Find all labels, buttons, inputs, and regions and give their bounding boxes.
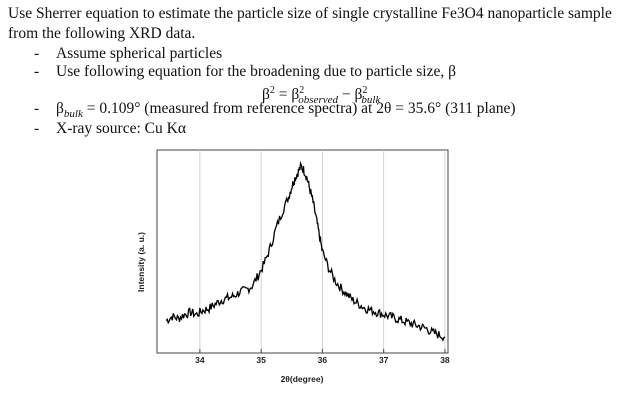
y-axis-label: Intensity (a. u.) (136, 232, 146, 292)
beta-bulk-sub: bulk (63, 108, 83, 121)
eq-lhs-sup: 2 (269, 85, 275, 96)
bullet-text: = 0.109° (measured from reference spectr… (82, 100, 516, 117)
bullet-text: Use following equation for the broadenin… (56, 63, 457, 80)
x-tick-label: 35 (256, 355, 266, 365)
x-tick-label: 37 (379, 355, 389, 365)
series-line (165, 160, 446, 342)
x-tick-label: 38 (440, 355, 450, 365)
bullet-dash: - (34, 63, 40, 80)
eq-term1-sup: 2 (299, 85, 305, 96)
eq-term2-sup: 2 (362, 85, 368, 96)
x-tick-label: 36 (318, 355, 328, 365)
eq-term2-sub: bulk (361, 94, 381, 107)
bullet-dash: - (34, 45, 40, 62)
bullet-dash: - (34, 120, 40, 137)
eq-minus: − (341, 86, 351, 104)
tick-layer: 34 35 36 37 38 (195, 349, 450, 365)
xrd-chart: 34 35 36 37 38 2θ(degree) Intensity (a. u.) (136, 149, 450, 384)
broadening-equation: β2 = β2observed − β2bulk (262, 81, 380, 110)
bullet-dash: - (34, 100, 40, 117)
eq-equals: = (278, 86, 288, 104)
intro-paragraph: Use Sherrer equation to estimate the par… (8, 5, 612, 42)
grid-layer (199, 150, 446, 353)
x-axis-label: 2θ(degree) (281, 374, 324, 384)
beta-bulk-symbol: β (56, 100, 64, 117)
eq-term2: β (354, 86, 363, 104)
x-tick-label: 34 (195, 355, 205, 365)
eq-term1: β (291, 86, 300, 104)
eq-term1-sub: observed (298, 94, 338, 107)
eq-lhs: β (262, 86, 270, 104)
plot-frame (156, 149, 449, 354)
bullet-text: X-ray source: Cu Kα (56, 120, 186, 137)
bullet-text-wrap: βbulk = 0.109° (measured from reference … (56, 99, 516, 124)
bullet-text: Assume spherical particles (56, 45, 223, 62)
